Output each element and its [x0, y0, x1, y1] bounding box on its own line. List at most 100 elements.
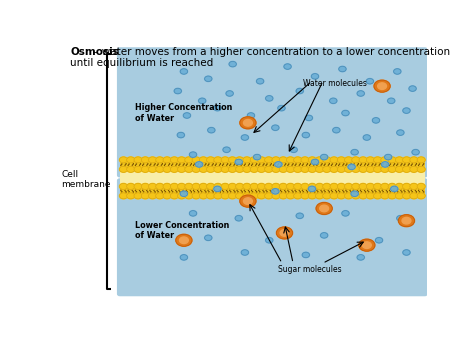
Circle shape: [381, 193, 389, 199]
Circle shape: [410, 193, 418, 199]
Circle shape: [357, 255, 365, 260]
Text: Higher Concentration
of Water: Higher Concentration of Water: [135, 103, 232, 123]
Circle shape: [228, 166, 237, 172]
Circle shape: [275, 162, 282, 167]
Circle shape: [308, 193, 316, 199]
Circle shape: [163, 193, 171, 199]
Circle shape: [127, 166, 135, 172]
Circle shape: [250, 184, 258, 190]
Circle shape: [119, 157, 128, 163]
Circle shape: [342, 110, 349, 116]
Circle shape: [374, 157, 382, 163]
Circle shape: [320, 233, 328, 238]
Circle shape: [119, 193, 128, 199]
Circle shape: [185, 184, 193, 190]
Circle shape: [272, 157, 280, 163]
Circle shape: [366, 184, 374, 190]
Circle shape: [345, 193, 353, 199]
Circle shape: [381, 184, 389, 190]
Circle shape: [410, 157, 418, 163]
Circle shape: [170, 193, 178, 199]
Circle shape: [402, 193, 410, 199]
Circle shape: [352, 157, 360, 163]
Circle shape: [388, 166, 396, 172]
Circle shape: [388, 193, 396, 199]
Circle shape: [235, 159, 242, 165]
Bar: [120, 158, 425, 197]
Circle shape: [190, 152, 197, 157]
Circle shape: [302, 252, 310, 258]
Circle shape: [127, 184, 135, 190]
Circle shape: [363, 242, 371, 248]
Circle shape: [395, 193, 403, 199]
Circle shape: [374, 184, 382, 190]
Circle shape: [148, 184, 156, 190]
Circle shape: [359, 166, 367, 172]
Circle shape: [301, 166, 309, 172]
Circle shape: [395, 184, 403, 190]
Circle shape: [134, 193, 142, 199]
Circle shape: [301, 184, 309, 190]
Circle shape: [163, 166, 171, 172]
Circle shape: [207, 166, 215, 172]
Circle shape: [199, 166, 208, 172]
Circle shape: [156, 166, 164, 172]
Circle shape: [134, 166, 142, 172]
Circle shape: [221, 157, 229, 163]
Circle shape: [284, 64, 291, 69]
Circle shape: [395, 157, 403, 163]
Circle shape: [311, 73, 319, 79]
Circle shape: [294, 193, 302, 199]
Circle shape: [316, 184, 324, 190]
Circle shape: [316, 166, 324, 172]
Circle shape: [141, 166, 149, 172]
Circle shape: [272, 193, 280, 199]
Circle shape: [208, 127, 215, 133]
Circle shape: [264, 157, 273, 163]
Circle shape: [339, 66, 346, 72]
Circle shape: [185, 157, 193, 163]
Circle shape: [348, 164, 355, 170]
Circle shape: [375, 237, 383, 243]
Circle shape: [329, 98, 337, 104]
Circle shape: [257, 166, 265, 172]
Circle shape: [141, 157, 149, 163]
Circle shape: [308, 184, 316, 190]
Circle shape: [276, 227, 292, 239]
Circle shape: [402, 157, 410, 163]
Circle shape: [286, 193, 294, 199]
Circle shape: [156, 193, 164, 199]
Circle shape: [265, 237, 273, 243]
Circle shape: [374, 193, 382, 199]
Circle shape: [342, 211, 349, 216]
Circle shape: [286, 157, 294, 163]
Circle shape: [272, 189, 279, 194]
Circle shape: [228, 157, 237, 163]
Circle shape: [178, 166, 186, 172]
Circle shape: [337, 166, 346, 172]
Circle shape: [177, 132, 184, 138]
Text: Water molecules: Water molecules: [303, 79, 367, 88]
Circle shape: [192, 184, 200, 190]
Circle shape: [214, 157, 222, 163]
Circle shape: [359, 184, 367, 190]
Circle shape: [257, 193, 265, 199]
Circle shape: [308, 157, 316, 163]
Circle shape: [183, 113, 191, 118]
Circle shape: [384, 154, 392, 160]
Circle shape: [250, 157, 258, 163]
Circle shape: [240, 195, 256, 207]
Circle shape: [302, 132, 310, 138]
Circle shape: [236, 184, 244, 190]
Text: Cell
membrane: Cell membrane: [61, 170, 110, 189]
Circle shape: [214, 166, 222, 172]
Circle shape: [351, 149, 358, 155]
Circle shape: [296, 88, 303, 94]
Circle shape: [345, 184, 353, 190]
Circle shape: [337, 193, 346, 199]
Circle shape: [127, 193, 135, 199]
Circle shape: [366, 78, 374, 84]
Circle shape: [236, 193, 244, 199]
Circle shape: [221, 184, 229, 190]
Circle shape: [372, 118, 380, 123]
